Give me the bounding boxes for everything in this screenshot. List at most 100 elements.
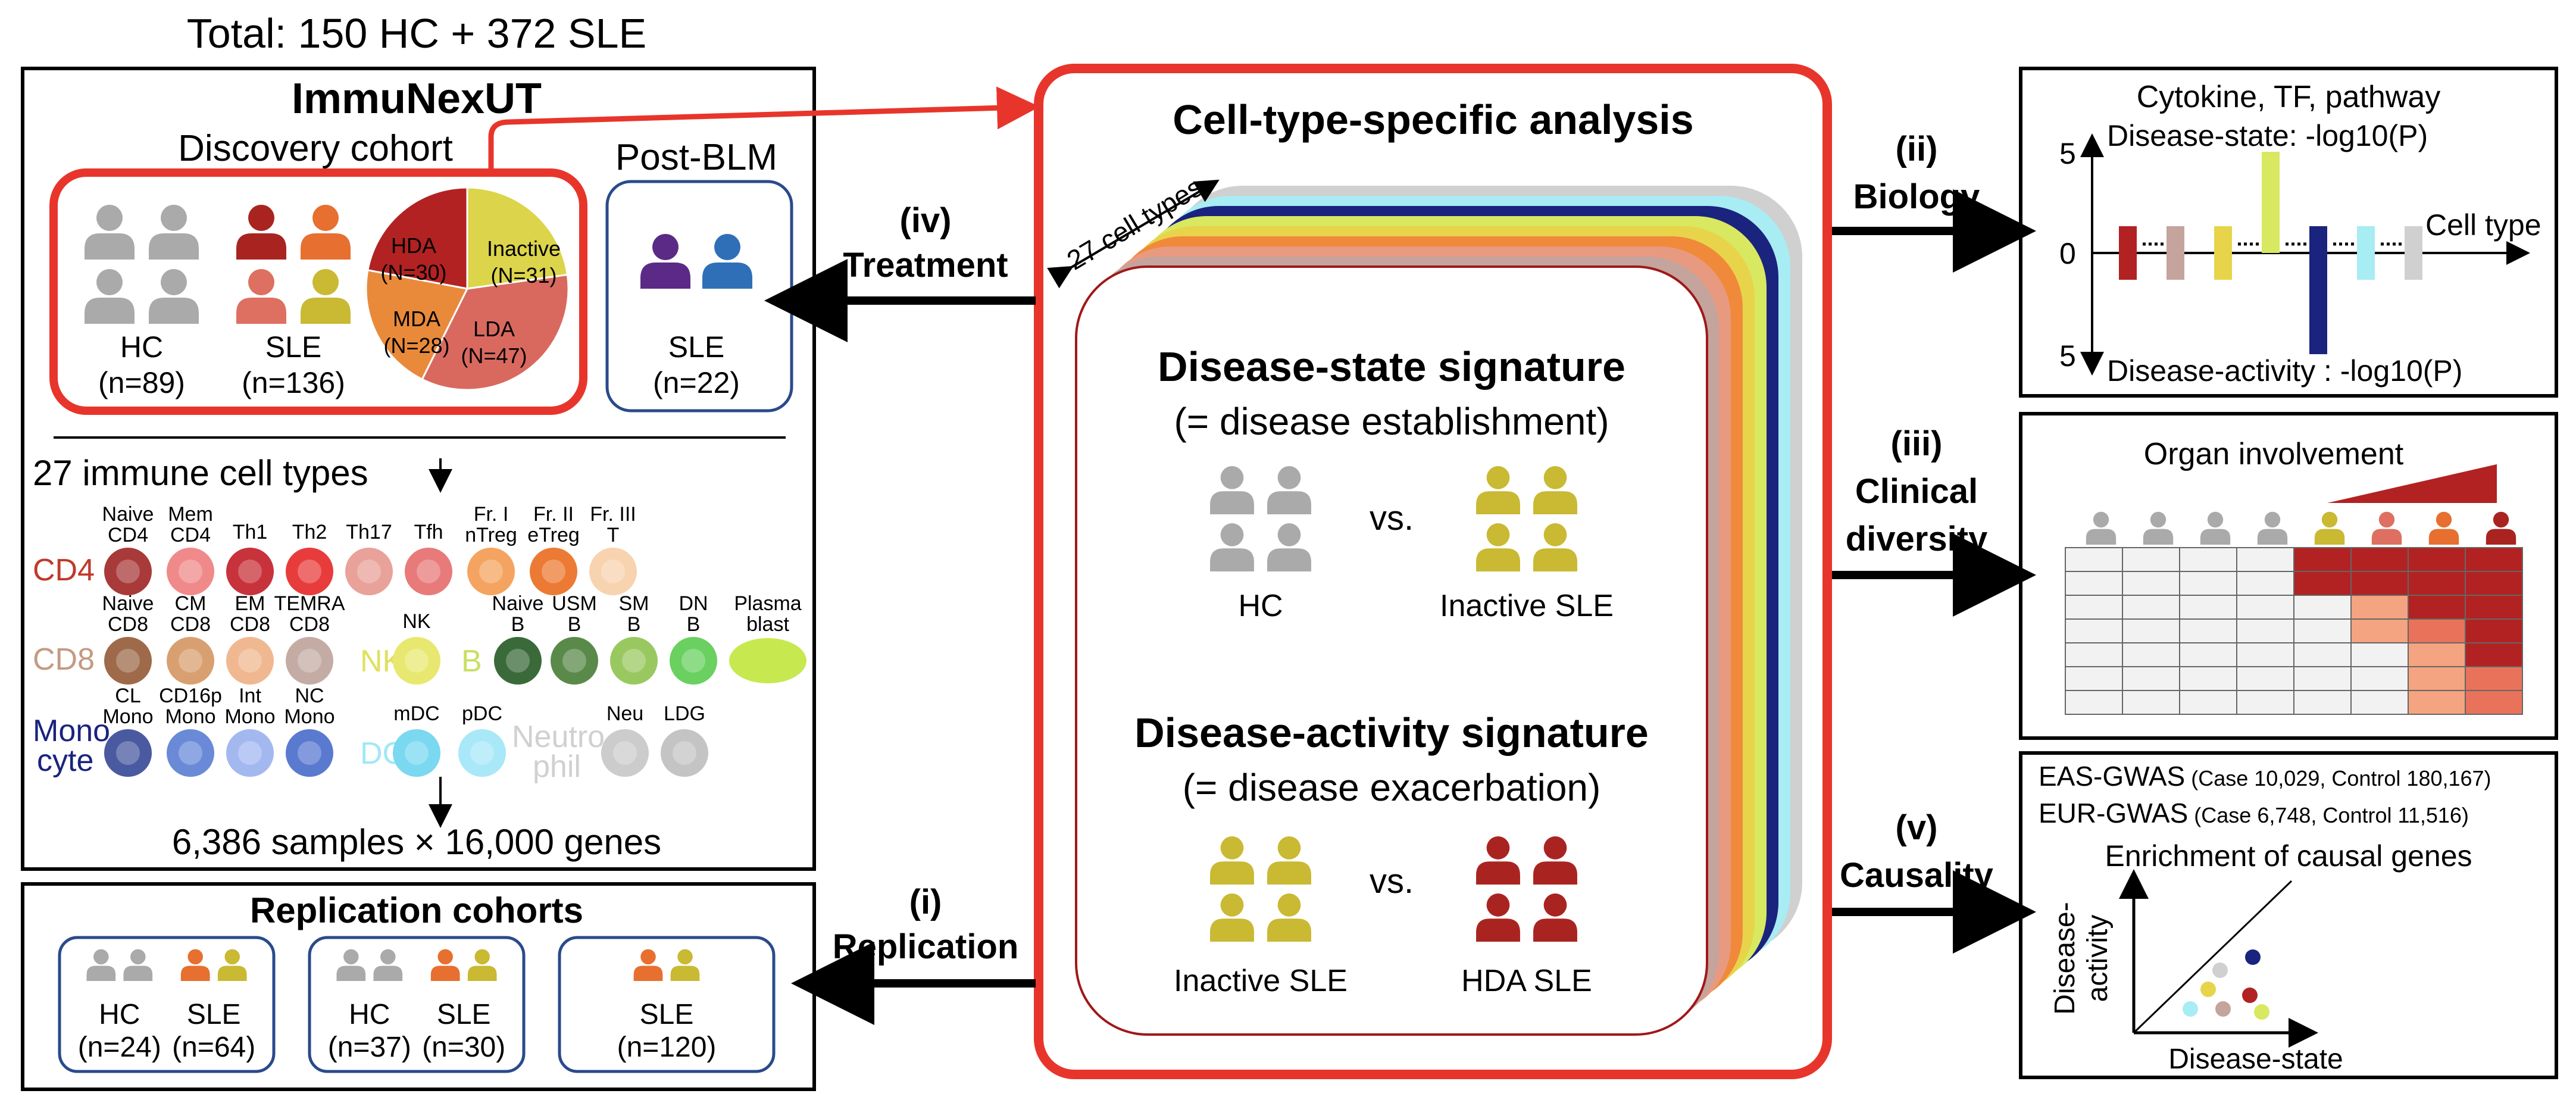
- cell-nucleus: [562, 649, 586, 673]
- heatmap-cell: [2408, 547, 2466, 572]
- heatmap-cell: [2350, 571, 2409, 596]
- cell-label: Mono: [224, 705, 275, 728]
- cell-nucleus: [470, 741, 494, 765]
- heatmap-cell: [2350, 547, 2409, 572]
- pie-label: LDA: [473, 317, 515, 341]
- heatmap-cell: [2179, 571, 2237, 596]
- cell-icon: [551, 637, 598, 685]
- causality-dot: [2183, 1001, 2198, 1017]
- heatmap-cell: [2293, 547, 2352, 572]
- clinical-person-icon: [2428, 511, 2459, 545]
- clinical-person-icon: [2086, 511, 2117, 545]
- heatmap-cell: [2236, 571, 2294, 596]
- cell-icon: [393, 729, 440, 777]
- cell-icon: [104, 729, 152, 777]
- cell-label: T: [607, 524, 620, 546]
- cell-label: TEMRA: [274, 592, 345, 615]
- cell-label: NK: [402, 610, 431, 633]
- clinical-label-2: diversity: [1846, 520, 1988, 558]
- causality-y-label-2: activity: [2082, 915, 2114, 1002]
- state-vs: vs.: [1370, 499, 1414, 538]
- hc-person-icon: [149, 269, 199, 324]
- cell-label: Neu: [607, 702, 643, 725]
- causality-dot: [2212, 963, 2228, 978]
- cell-label: SM: [619, 592, 649, 615]
- cell-icon: [226, 729, 274, 777]
- biology-bar: [2262, 152, 2280, 253]
- cell-label: Naive: [492, 592, 544, 615]
- cell-icon: [610, 637, 658, 685]
- replication-group-box: [308, 936, 526, 1073]
- heatmap-cell: [2408, 690, 2466, 715]
- cell-nucleus: [601, 560, 625, 583]
- clinical-person-icon: [2314, 511, 2345, 545]
- heatmap-cell: [2179, 595, 2237, 620]
- biology-bar: [2357, 226, 2375, 280]
- heatmap-cell: [2236, 547, 2294, 572]
- cell-label: USM: [552, 592, 597, 615]
- immunexut-box: [21, 67, 816, 871]
- cell-label: Th1: [233, 521, 268, 543]
- post-blm-person-icon: [640, 234, 690, 289]
- hc-n: (n=89): [98, 366, 185, 399]
- heatmap-cell: [2350, 666, 2409, 691]
- replication-n: (n=37): [328, 1032, 411, 1063]
- activity-right-label: HDA SLE: [1461, 964, 1592, 998]
- heatmap-cell: [2122, 666, 2180, 691]
- cell-icon: [226, 548, 274, 595]
- cell-nucleus: [405, 649, 429, 673]
- cell-nucleus: [116, 741, 140, 765]
- replication-num: (i): [909, 883, 942, 921]
- cell-prefix-label: B: [461, 644, 482, 679]
- biology-bottom-label: Disease-activity : -log10(P): [2107, 354, 2462, 388]
- biology-num: (ii): [1896, 130, 1938, 168]
- clinical-num: (iii): [1891, 424, 1943, 463]
- pie-label: Inactive: [487, 236, 561, 261]
- cell-icon: [226, 637, 274, 685]
- heatmap-cell: [2465, 618, 2523, 643]
- cell-nucleus: [673, 741, 696, 765]
- analysis-box: [1034, 64, 1832, 1079]
- cell-nucleus: [622, 649, 646, 673]
- cell-nucleus: [479, 560, 503, 583]
- cell-label: CD4: [170, 524, 211, 546]
- cell-icon: [286, 729, 333, 777]
- discovery-cohort-label: Discovery cohort: [178, 128, 453, 169]
- hc-person-icon: [85, 205, 135, 260]
- replication-person-icon: [180, 949, 210, 981]
- cell-icon: [601, 729, 649, 777]
- replication-n: (n=30): [422, 1032, 505, 1063]
- cell-label: EM: [235, 592, 265, 615]
- biology-panel: [2019, 67, 2558, 398]
- pie-slice-hda: [367, 186, 468, 290]
- heatmap-cell: [2122, 690, 2180, 715]
- biology-title: Cytokine, TF, pathway: [2137, 80, 2441, 114]
- discovery-cohort-box: [49, 168, 587, 415]
- heatmap-cell: [2465, 547, 2523, 572]
- total-label: Total: 150 HC + 372 SLE: [187, 10, 646, 57]
- cell-icon: [104, 548, 152, 595]
- cell-nucleus: [542, 560, 565, 583]
- cell-label: DN: [679, 592, 708, 615]
- heatmap-cell: [2065, 618, 2123, 643]
- treatment-num: (iv): [900, 201, 952, 240]
- cell-label: Th2: [292, 521, 327, 543]
- heatmap-cell: [2122, 618, 2180, 643]
- clinical-people-icons: [2086, 511, 2516, 545]
- cell-label: blast: [746, 613, 789, 636]
- cell-icon: [286, 548, 333, 595]
- discovery-to-analysis-arrow: [488, 86, 1040, 176]
- heatmap-cell: [2179, 547, 2237, 572]
- samples-label: 6,386 samples × 16,000 genes: [172, 822, 661, 862]
- pie-slice-inactive: [466, 186, 569, 290]
- causality-x-label: Disease-state: [2168, 1043, 2343, 1075]
- biology-top-label: Disease-state: -log10(P): [2107, 119, 2428, 152]
- cell-label: pDC: [462, 702, 502, 725]
- causality-num: (v): [1896, 808, 1938, 847]
- pie-label: HDA: [391, 233, 436, 258]
- heatmap-cell: [2293, 618, 2352, 643]
- state-right-label: Inactive SLE: [1440, 589, 1614, 623]
- replication-person-icon: [467, 949, 497, 981]
- cell-label: NC: [295, 685, 324, 707]
- heatmap-cell: [2236, 618, 2294, 643]
